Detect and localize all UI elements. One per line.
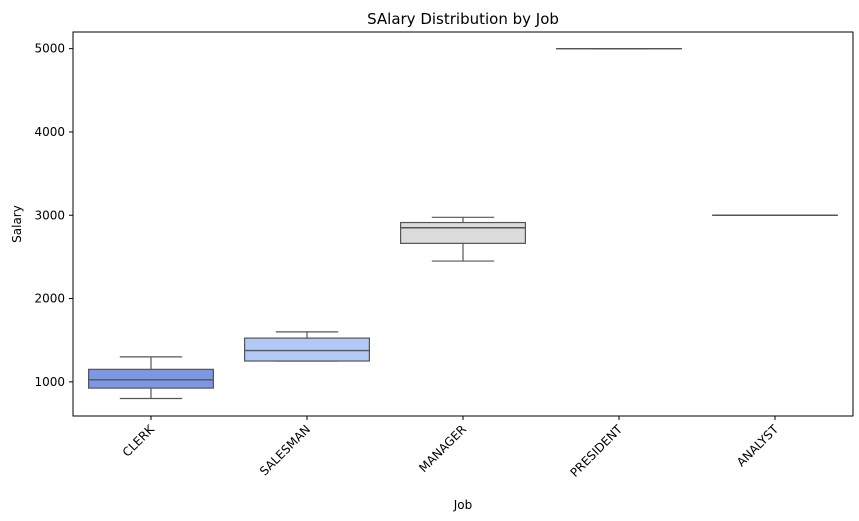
y-tick-label: 1000 <box>34 375 65 389</box>
y-tick-label: 3000 <box>34 208 65 222</box>
box-iqr <box>400 221 527 244</box>
y-axis: 1000 2000 3000 4000 5000 <box>34 42 73 389</box>
box-clerk <box>87 356 215 400</box>
plot-area <box>87 47 838 400</box>
y-tick-label: 4000 <box>34 125 65 139</box>
x-tick-label: SALESMAN <box>257 422 313 478</box>
x-axis-label: Job <box>453 498 473 512</box>
y-axis-label: Salary <box>10 205 24 243</box>
box-iqr <box>244 337 371 362</box>
box-iqr <box>87 368 215 389</box>
chart-title: SAlary Distribution by Job <box>367 10 559 28</box>
x-tick-label: CLERK <box>120 421 158 459</box>
x-tick-label: PRESIDENT <box>568 422 626 480</box>
x-axis: CLERK SALESMAN MANAGER PRESIDENT ANALYST <box>120 416 782 480</box>
y-tick-label: 5000 <box>34 42 65 56</box>
y-tick-label: 2000 <box>34 292 65 306</box>
box-manager <box>400 216 527 262</box>
box-salesman <box>244 331 371 362</box>
x-tick-label: ANALYST <box>734 422 782 470</box>
x-tick-label: MANAGER <box>416 422 469 475</box>
